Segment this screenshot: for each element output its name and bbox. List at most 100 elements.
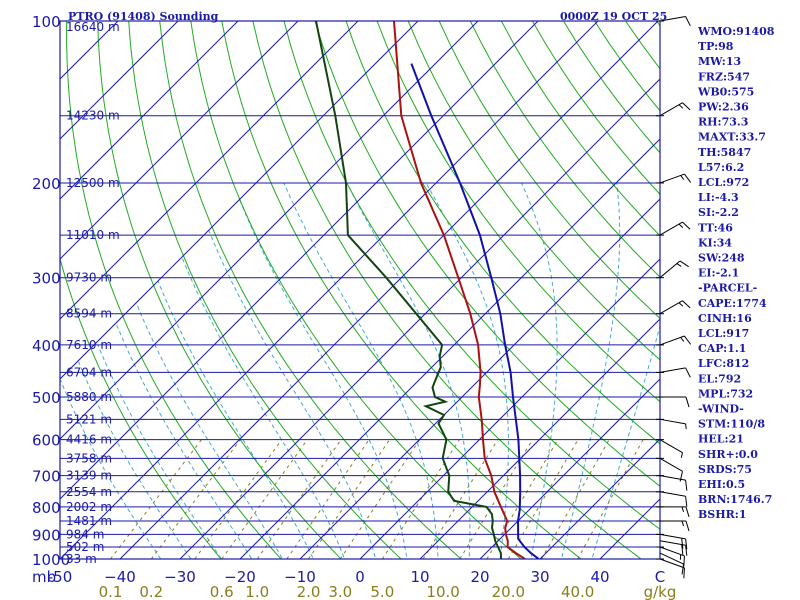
wind-barb-flag bbox=[684, 335, 692, 345]
wind-barb-half-flag bbox=[685, 423, 687, 430]
dry-adiabat-line bbox=[283, 21, 660, 530]
temperature-tick-label: 30 bbox=[530, 568, 549, 586]
wind-barb bbox=[659, 418, 687, 430]
wind-barb-flag bbox=[685, 538, 688, 550]
dry-adiabats bbox=[60, 21, 800, 570]
pressure-tick-label: 200 bbox=[32, 175, 61, 193]
dry-adiabat-line bbox=[750, 21, 800, 570]
wind-barbs bbox=[656, 15, 692, 579]
wind-barb-staff bbox=[659, 260, 681, 279]
wind-barb-staff bbox=[659, 491, 686, 497]
moist-adiabat-line bbox=[208, 230, 377, 559]
wind-barb-staff bbox=[659, 367, 686, 373]
height-label: 7610 m bbox=[66, 338, 112, 352]
wind-barb bbox=[659, 173, 692, 184]
wind-barb-staff bbox=[659, 300, 683, 315]
dry-adiabat-line bbox=[252, 21, 642, 559]
isotherm-line bbox=[179, 78, 660, 559]
dry-adiabat-line bbox=[500, 21, 660, 237]
mixing-ratio-label: 0.1 bbox=[99, 583, 123, 600]
wind-barb-half-flag bbox=[680, 337, 685, 342]
isotherm-line bbox=[419, 318, 660, 559]
height-label: 9730 m bbox=[66, 271, 112, 285]
wind-barb-flag bbox=[683, 567, 685, 579]
isotherm-line bbox=[60, 21, 539, 500]
wind-barb-flag bbox=[685, 496, 688, 507]
wind-barb-flag bbox=[685, 480, 688, 491]
wind-barb-flag bbox=[681, 564, 685, 575]
isotherm-line bbox=[60, 21, 419, 380]
index-item: WB0:575 bbox=[697, 85, 754, 98]
mixing-ratio-line bbox=[422, 439, 499, 559]
wind-barb-staff bbox=[659, 221, 683, 236]
height-label: 14230 m bbox=[66, 109, 120, 123]
wind-barb bbox=[659, 260, 689, 279]
wind-barb-half-flag bbox=[678, 223, 684, 229]
wind-barb-flag bbox=[682, 102, 691, 111]
mixing-ratio-label: 40.0 bbox=[561, 583, 594, 600]
wind-barb-flag bbox=[681, 544, 684, 556]
pressure-tick-label: 500 bbox=[32, 389, 61, 407]
index-item: L57:6.2 bbox=[698, 161, 744, 174]
dry-adiabat-line bbox=[407, 21, 660, 361]
index-item: KI:34 bbox=[698, 236, 732, 249]
moist-adiabat-line bbox=[78, 361, 192, 559]
moist-adiabat-line bbox=[97, 344, 222, 559]
plot-frame bbox=[59, 20, 661, 560]
mixing-ratio-unit: g/kg bbox=[644, 583, 677, 600]
wind-barb-staff bbox=[659, 533, 686, 540]
height-label: 6704 m bbox=[66, 365, 112, 379]
moist-adiabats bbox=[60, 182, 660, 559]
dewpoint-profile bbox=[315, 21, 502, 559]
height-label: 3758 m bbox=[66, 451, 112, 465]
isotherm-line bbox=[539, 438, 660, 559]
dry-adiabat-line bbox=[345, 21, 660, 445]
temperature-profile bbox=[393, 21, 526, 559]
wind-barb-staff bbox=[659, 418, 686, 425]
index-item: LCL:972 bbox=[698, 176, 749, 189]
wind-barb-half-flag bbox=[680, 452, 684, 458]
wind-barb bbox=[659, 335, 692, 346]
mixing-ratio-label: 5.0 bbox=[370, 583, 394, 600]
height-label: 5880 m bbox=[66, 390, 112, 404]
temperature-tick-label: −10 bbox=[284, 568, 316, 586]
moist-adiabat-line bbox=[346, 182, 471, 559]
isotherm-line bbox=[239, 138, 660, 559]
isotherm-line bbox=[60, 21, 179, 140]
moist-adiabat-line bbox=[239, 199, 408, 559]
wind-barb-flag bbox=[685, 396, 690, 408]
dry-adiabat-line bbox=[469, 21, 660, 278]
wind-barb-flag bbox=[683, 555, 685, 567]
wind-barb bbox=[659, 221, 691, 236]
isotherm-line bbox=[299, 198, 660, 559]
pressure-tick-label: 100 bbox=[32, 13, 61, 31]
index-item: FRZ:547 bbox=[698, 70, 750, 83]
mixing-ratio-line bbox=[286, 439, 370, 559]
height-label: 2002 m bbox=[66, 500, 112, 514]
index-item: EL:792 bbox=[698, 372, 741, 385]
index-item: SI:-2.2 bbox=[698, 206, 739, 219]
index-item: SHR+:0.0 bbox=[698, 448, 758, 461]
wind-barb bbox=[659, 439, 684, 458]
index-item: CAPE:1774 bbox=[698, 297, 767, 310]
index-item: TP:98 bbox=[698, 40, 734, 53]
dry-adiabat-line bbox=[781, 21, 800, 570]
dry-adiabat-line bbox=[221, 21, 582, 559]
wind-barb bbox=[659, 102, 691, 117]
wind-barb-staff bbox=[659, 457, 683, 472]
wind-barb-staff bbox=[659, 558, 685, 569]
index-item: SW:248 bbox=[698, 252, 745, 265]
wind-barb bbox=[659, 367, 691, 378]
index-item: -PARCEL- bbox=[698, 282, 757, 295]
isotherm-line bbox=[479, 378, 660, 559]
wind-barb-flag bbox=[685, 16, 691, 27]
index-item: EI:-2.1 bbox=[698, 267, 739, 280]
wind-barb-flag bbox=[679, 260, 689, 268]
wind-barb-flag bbox=[685, 545, 688, 556]
height-label: 16640 m bbox=[66, 20, 120, 34]
isobars bbox=[60, 20, 660, 560]
pressure-tick-label: 400 bbox=[32, 337, 61, 355]
mixing-ratio-line bbox=[381, 439, 460, 559]
